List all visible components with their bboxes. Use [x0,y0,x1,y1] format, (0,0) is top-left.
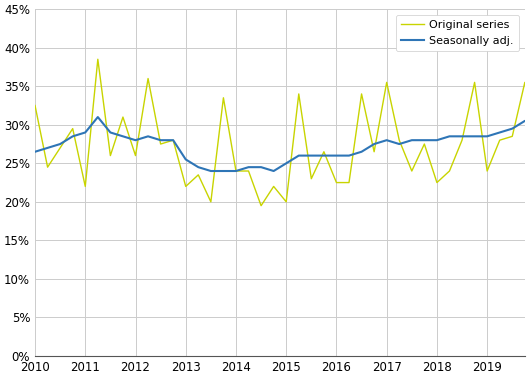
Original series [358,92,364,96]
Seasonally adj. [384,138,390,143]
Seasonally adj. [346,153,352,158]
Seasonally adj. [270,169,277,173]
Original series [95,57,101,62]
Legend: Original series, Seasonally adj.: Original series, Seasonally adj. [396,15,519,51]
Original series [283,200,289,204]
Line: Seasonally adj.: Seasonally adj. [35,98,529,171]
Original series [396,138,403,143]
Original series [446,169,453,173]
Seasonally adj. [32,149,38,154]
Seasonally adj. [82,130,88,135]
Seasonally adj. [434,138,440,143]
Seasonally adj. [208,169,214,173]
Line: Original series: Original series [35,59,529,206]
Original series [471,80,478,85]
Original series [32,103,38,108]
Seasonally adj. [459,134,465,139]
Original series [258,203,264,208]
Original series [82,184,88,189]
